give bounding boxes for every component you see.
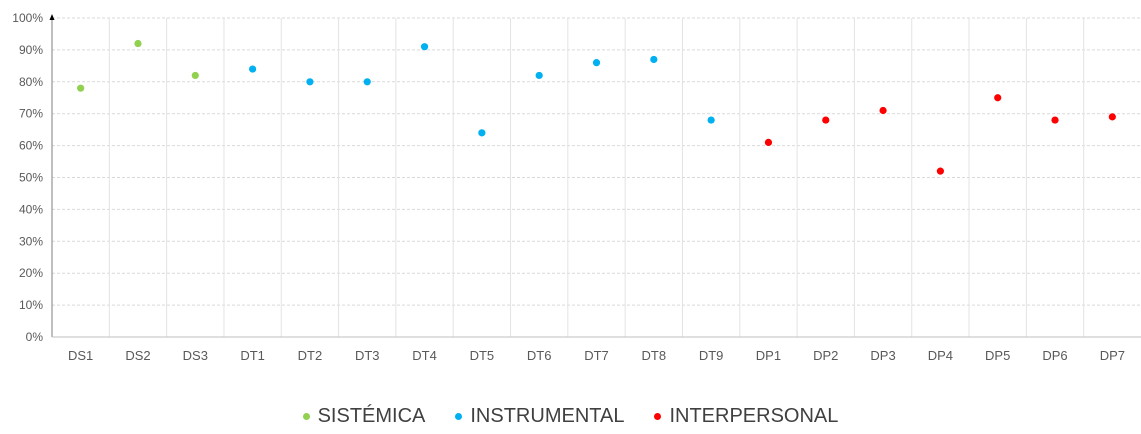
data-point-ds3 bbox=[191, 71, 199, 80]
x-tick-label: DT4 bbox=[412, 348, 437, 363]
data-point-dt8 bbox=[650, 55, 658, 64]
x-tick-label: DS1 bbox=[68, 348, 93, 363]
data-point-dt3 bbox=[363, 78, 371, 86]
y-tick-label: 0% bbox=[26, 330, 44, 344]
data-point-dt7 bbox=[592, 59, 601, 67]
x-tick-label: DT8 bbox=[642, 348, 667, 363]
x-tick-label: DT1 bbox=[240, 348, 265, 363]
legend-marker bbox=[654, 413, 662, 420]
x-tick-label: DT6 bbox=[527, 348, 552, 363]
data-point-dp4 bbox=[936, 167, 944, 175]
y-tick-label: 100% bbox=[12, 11, 43, 25]
chart-plot: 0% 10% 20% 30% 40% 50% 60% 70% 80% 90% 100% DS1 DS2… bbox=[12, 11, 1141, 363]
data-point-dp2 bbox=[822, 116, 830, 124]
x-tick-label: DS3 bbox=[183, 348, 208, 363]
y-tick-label: 10% bbox=[19, 298, 43, 312]
x-tick-label: DP5 bbox=[985, 348, 1010, 363]
y-tick-labels: 0% 10% 20% 30% 40% 50% 60% 70% 80% 90% 100% bbox=[12, 11, 43, 344]
data-points bbox=[77, 39, 1116, 175]
data-point-dp3 bbox=[879, 106, 887, 115]
x-tick-label: DP1 bbox=[756, 348, 781, 363]
x-tick-label: DT9 bbox=[699, 348, 724, 363]
data-point-dt5 bbox=[478, 129, 486, 137]
x-tick-label: DP4 bbox=[928, 348, 953, 363]
data-point-dt1 bbox=[249, 65, 257, 73]
x-tick-label: DP6 bbox=[1042, 348, 1067, 363]
y-tick-label: 40% bbox=[19, 202, 43, 216]
y-tick-label: 90% bbox=[19, 43, 43, 57]
legend-item: INSTRUMENTAL bbox=[455, 405, 624, 428]
legend: SISTÉMICA INSTRUMENTAL INTERPERSONAL bbox=[0, 405, 1141, 428]
data-point-dt2 bbox=[306, 78, 314, 86]
y-axis-arrow bbox=[49, 14, 55, 20]
x-tick-label: DT2 bbox=[298, 348, 323, 363]
data-point-dp5 bbox=[994, 94, 1002, 102]
y-tick-label: 70% bbox=[19, 107, 43, 121]
y-tick-label: 50% bbox=[19, 171, 43, 185]
vertical-gridlines bbox=[108, 18, 1085, 337]
legend-marker bbox=[302, 413, 310, 420]
data-point-dt6 bbox=[535, 71, 543, 80]
x-tick-label: DT7 bbox=[584, 348, 609, 363]
legend-item: INTERPERSONAL bbox=[654, 405, 838, 428]
x-tick-label: DP3 bbox=[870, 348, 895, 363]
data-point-dt4 bbox=[420, 43, 429, 51]
x-tick-labels: DS1 DS2 DS3 DT1 DT2 DT3 DT4 DT5 DT6 DT7 DT8 DT9 DP1 D… bbox=[68, 348, 1125, 363]
x-tick-label: DT3 bbox=[355, 348, 380, 363]
x-tick-label: DS2 bbox=[125, 348, 150, 363]
data-point-ds1 bbox=[77, 84, 85, 92]
data-point-dp6 bbox=[1051, 116, 1059, 124]
x-tick-label: DP7 bbox=[1100, 348, 1125, 363]
data-point-dp7 bbox=[1108, 113, 1116, 121]
x-tick-label: DT5 bbox=[470, 348, 495, 363]
data-point-dp1 bbox=[764, 138, 773, 147]
legend-label: INTERPERSONAL bbox=[669, 405, 839, 427]
legend-label: INSTRUMENTAL bbox=[470, 405, 625, 427]
x-tick-label: DP2 bbox=[813, 348, 838, 363]
gridlines bbox=[52, 17, 1141, 306]
data-point-ds2 bbox=[134, 39, 142, 48]
legend-label: SISTÉMICA bbox=[317, 405, 426, 427]
data-point-dt9 bbox=[707, 116, 715, 124]
y-tick-label: 60% bbox=[19, 139, 43, 153]
y-tick-label: 20% bbox=[19, 266, 43, 280]
y-tick-label: 80% bbox=[19, 75, 43, 89]
legend-marker bbox=[455, 413, 463, 420]
legend-item: SISTÉMICA bbox=[302, 405, 426, 428]
y-tick-label: 30% bbox=[19, 234, 43, 248]
